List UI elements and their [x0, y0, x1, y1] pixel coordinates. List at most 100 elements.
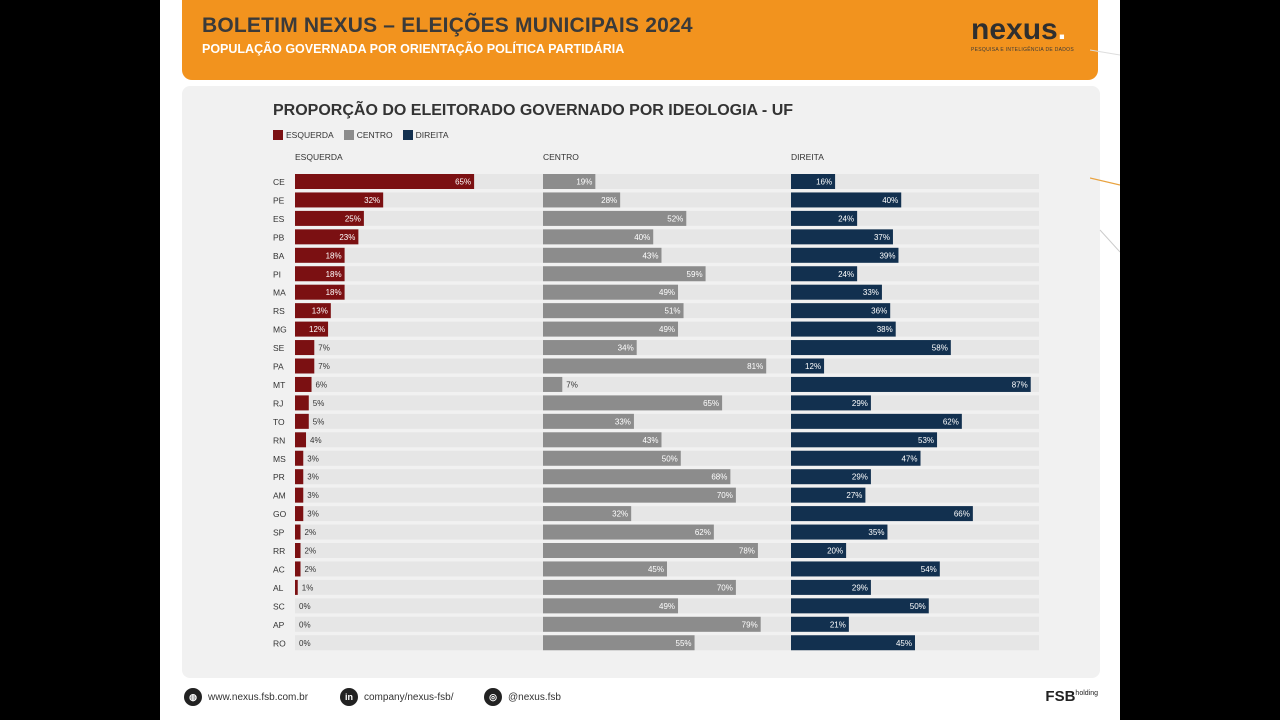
data-label: 18%	[326, 270, 342, 279]
data-label: 0%	[299, 602, 311, 611]
bar-centro	[543, 635, 695, 651]
bar-centro	[543, 598, 679, 614]
bar-track	[295, 284, 543, 300]
bar-centro	[543, 192, 621, 208]
bar-esquerda	[295, 192, 384, 208]
bar-centro	[543, 303, 684, 319]
data-label: 49%	[659, 325, 675, 334]
bar-direita	[791, 321, 896, 337]
bar-centro	[543, 432, 662, 448]
bar-direita	[791, 303, 891, 319]
brand-name: nexus	[971, 13, 1058, 46]
instagram-link[interactable]: @nexus.fsb	[508, 691, 561, 703]
bar-track	[543, 174, 791, 189]
bar-track	[791, 616, 1039, 632]
bar-direita	[791, 469, 871, 485]
bar-direita	[791, 229, 893, 245]
legend-swatch-esquerda	[273, 130, 283, 140]
data-label: 52%	[667, 214, 683, 223]
bar-esquerda	[295, 229, 359, 245]
category-label: MA	[273, 288, 286, 298]
bar-centro	[543, 229, 654, 245]
fsb-logo: FSBholding	[1045, 688, 1098, 705]
bar-esquerda	[295, 432, 307, 448]
bar-track	[295, 487, 543, 503]
data-label: 43%	[642, 251, 658, 260]
globe-icon: ◍	[184, 688, 202, 706]
bar-centro	[543, 469, 731, 485]
bar-track	[295, 616, 543, 632]
data-label: 18%	[326, 288, 342, 297]
bar-esquerda	[295, 284, 345, 300]
bar-centro	[543, 616, 761, 632]
data-label: 62%	[695, 528, 711, 537]
bar-centro	[543, 579, 736, 595]
category-label: MG	[273, 325, 287, 335]
data-label: 24%	[838, 270, 854, 279]
category-label: MS	[273, 454, 286, 464]
category-label: AL	[273, 583, 284, 593]
bar-centro	[543, 358, 767, 374]
bar-track	[295, 450, 543, 466]
category-label: PB	[273, 232, 285, 242]
data-label: 39%	[879, 251, 895, 260]
data-label: 37%	[874, 233, 890, 242]
legend-label-esquerda: ESQUERDA	[286, 130, 334, 140]
data-label: 21%	[830, 620, 846, 629]
category-label: PR	[273, 472, 285, 482]
category-label: TO	[273, 417, 285, 427]
bar-esquerda	[295, 395, 309, 411]
footer-linkedin[interactable]: in company/nexus-fsb/	[340, 688, 454, 706]
data-label: 51%	[665, 307, 681, 316]
column-header-centro: CENTRO	[543, 152, 579, 162]
data-label: 7%	[318, 344, 330, 353]
bar-direita	[791, 616, 849, 632]
bar-track	[295, 321, 543, 337]
page-subtitle: POPULAÇÃO GOVERNADA POR ORIENTAÇÃO POLÍT…	[202, 42, 625, 56]
data-label: 81%	[747, 362, 763, 371]
bar-esquerda	[295, 340, 315, 356]
data-label: 2%	[305, 565, 317, 574]
category-label: BA	[273, 251, 285, 261]
data-label: 12%	[805, 362, 821, 371]
bar-direita	[791, 284, 882, 300]
data-label: 50%	[910, 602, 926, 611]
bar-track	[295, 247, 543, 263]
bar-direita	[791, 579, 871, 595]
bar-esquerda	[295, 247, 345, 263]
bar-centro	[543, 321, 679, 337]
chart-panel: PROPORÇÃO DO ELEITORADO GOVERNADO POR ID…	[182, 86, 1100, 678]
bar-centro	[543, 506, 632, 522]
category-label: SE	[273, 343, 285, 353]
data-label: 24%	[838, 214, 854, 223]
footer-instagram[interactable]: ◎ @nexus.fsb	[484, 688, 561, 706]
bar-esquerda	[295, 469, 304, 485]
category-label: SC	[273, 601, 285, 611]
legend-swatch-centro	[343, 130, 354, 140]
chart-legend: ESQUERDA CENTRO DIREITA	[273, 130, 449, 140]
bar-direita	[791, 395, 871, 411]
bar-direita	[791, 506, 973, 522]
bar-centro	[543, 487, 736, 503]
bar-centro	[543, 376, 563, 392]
linkedin-link[interactable]: company/nexus-fsb/	[364, 691, 454, 703]
data-label: 3%	[307, 473, 319, 482]
page-title: BOLETIM NEXUS – ELEIÇÕES MUNICIPAIS 2024	[202, 14, 693, 37]
data-label: 59%	[687, 270, 703, 279]
bar-direita	[791, 247, 899, 263]
data-label: 62%	[943, 417, 959, 426]
website-link[interactable]: www.nexus.fsb.com.br	[208, 691, 309, 703]
bar-direita	[791, 524, 888, 540]
bar-direita	[791, 598, 929, 614]
bar-direita	[791, 358, 825, 374]
bar-esquerda	[295, 487, 304, 503]
bar-esquerda	[295, 303, 331, 319]
bar-track	[295, 579, 543, 595]
data-label: 3%	[307, 454, 319, 463]
bar-track	[295, 469, 543, 485]
bar-esquerda	[295, 210, 364, 226]
bar-centro	[543, 524, 714, 540]
footer-website[interactable]: ◍ www.nexus.fsb.com.br	[184, 688, 308, 706]
nexus-logo: nexus. PESQUISA E INTELIGÊNCIA DE DADOS	[971, 13, 1074, 54]
column-header-direita: DIREITA	[791, 152, 824, 162]
